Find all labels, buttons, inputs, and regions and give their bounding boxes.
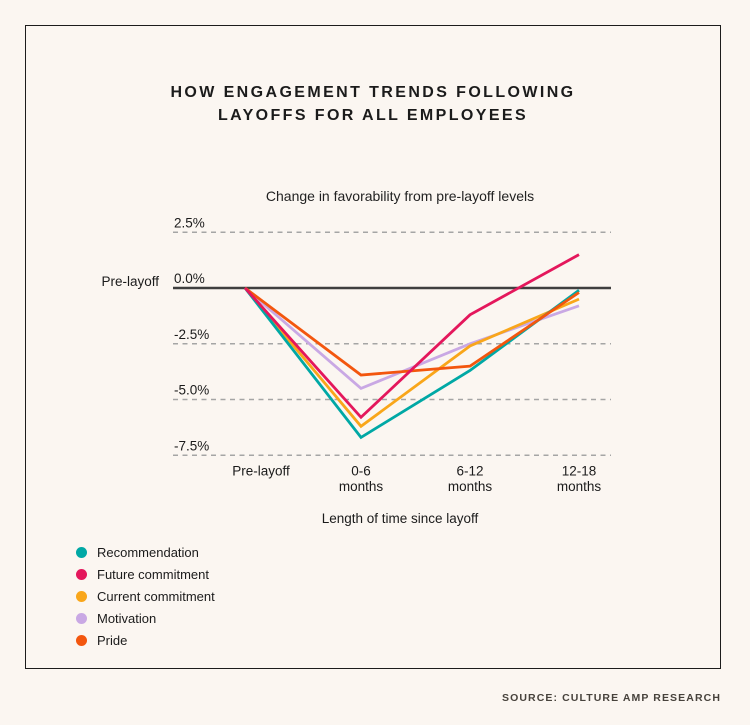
x-tick-label: months: [448, 479, 493, 494]
x-axis-title: Length of time since layoff: [322, 511, 479, 526]
legend-item-future-commitment: Future commitment: [76, 563, 215, 585]
y-tick-label: -5.0%: [174, 383, 209, 398]
source-credit: SOURCE: CULTURE AMP RESEARCH: [501, 692, 721, 704]
chart-title-line1: HOW ENGAGEMENT TRENDS FOLLOWING: [170, 84, 576, 101]
series-line-pride: [244, 286, 580, 377]
legend-item-pride: Pride: [76, 629, 215, 651]
y-tick-label: -2.5%: [174, 327, 209, 342]
chart-legend: Recommendation Future commitment Current…: [76, 541, 215, 651]
legend-dot-current-commitment: [76, 590, 87, 602]
legend-dot-motivation: [76, 612, 87, 624]
legend-item-current-commitment: Current commitment: [76, 585, 215, 607]
x-tick-label: months: [557, 479, 602, 494]
chart-card: [25, 25, 721, 669]
legend-label: Recommendation: [97, 544, 199, 560]
legend-dot-recommendation: [76, 546, 87, 558]
baseline-annotation: Pre-layoff: [101, 274, 159, 289]
series-line-motivation: [244, 286, 580, 391]
legend-label: Motivation: [97, 610, 157, 626]
y-tick-label: -7.5%: [174, 438, 209, 453]
y-tick-label: 0.0%: [174, 271, 205, 286]
engagement-line-chart: 2.5% 0.0% -2.5% -5.0% -7.5% Pre-layoff Pre-lay…: [101, 215, 611, 526]
series-line-future-commitment: [243, 253, 580, 420]
legend-label: Current commitment: [97, 588, 215, 604]
legend-label: Future commitment: [97, 566, 209, 582]
chart-title: HOW ENGAGEMENT TRENDS FOLLOWING LAYOFFS …: [25, 81, 721, 127]
legend-item-recommendation: Recommendation: [76, 541, 215, 563]
x-tick-label: 0-6: [351, 464, 371, 479]
legend-dot-pride: [76, 634, 87, 646]
y-tick-label: 2.5%: [174, 215, 205, 230]
x-tick-label: Pre-layoff: [232, 464, 290, 479]
series-line-current-commitment: [243, 287, 580, 429]
series-line-recommendation: [243, 287, 580, 440]
legend-item-motivation: Motivation: [76, 607, 215, 629]
legend-dot-future-commitment: [76, 568, 87, 580]
legend-label: Pride: [97, 632, 128, 648]
chart-subtitle: Change in favorability from pre-layoff l…: [265, 188, 535, 204]
chart-title-line2: LAYOFFS FOR ALL EMPLOYEES: [217, 107, 529, 124]
x-tick-label: 12-18: [562, 464, 597, 479]
x-tick-label: months: [339, 479, 384, 494]
x-tick-label: 6-12: [456, 464, 483, 479]
